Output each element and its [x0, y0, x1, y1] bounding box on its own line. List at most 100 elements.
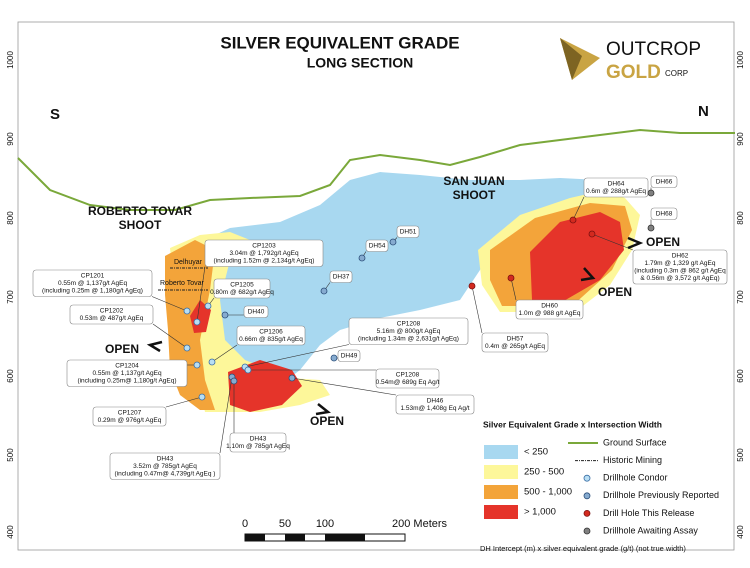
legend-swatch [484, 485, 518, 499]
callout-text: DH60 [541, 302, 558, 309]
callout-text: DH43 [157, 455, 174, 462]
scale-seg [285, 534, 305, 541]
callout-text: (including 0.47m@ 4,739g/t AgEq ) [115, 470, 216, 477]
open-label: OPEN [310, 414, 344, 428]
drillhole [208, 358, 216, 366]
elevation-label: 700 [6, 290, 15, 304]
callout: DH40 [221, 305, 269, 319]
callout-box [32, 269, 153, 297]
legend-label: Drillhole Condor [603, 473, 668, 483]
callout-text: CP1208 [397, 320, 421, 327]
shoot-label: SHOOT [119, 218, 162, 232]
legend-label: > 1,000 [524, 507, 556, 518]
scale-label: 50 [279, 518, 291, 530]
legend-label: Historic Mining [603, 455, 662, 465]
shoot-label: SHOOT [453, 188, 496, 202]
callout-box [348, 317, 469, 345]
legend-title: Silver Equivalent Grade x Intersection W… [483, 419, 662, 429]
callout-text: (including 0.25m@ 1,180g/t AgEq) [77, 377, 176, 384]
callout-box [632, 249, 728, 285]
callout: DH68 [647, 207, 678, 232]
ground-surface [17, 128, 735, 211]
logo-name: OUTCROP [606, 39, 701, 60]
callout-box [365, 239, 389, 252]
callout-box [329, 270, 353, 283]
callout-box [66, 359, 188, 387]
callout: DH66 [647, 175, 678, 197]
drillhole [193, 318, 201, 326]
callout-text: 0.54m@ 689g Eq Ag/t [376, 379, 440, 386]
leader-line [291, 377, 397, 396]
callout-box [396, 225, 420, 238]
callout-box [229, 432, 287, 453]
drillhole [389, 238, 397, 246]
leader-line [211, 344, 238, 363]
leader-line [152, 323, 188, 349]
callout-text: DH37 [333, 273, 350, 280]
leader-line [196, 266, 206, 323]
scale-label: 200 Meters [392, 518, 448, 530]
leader-line [572, 196, 585, 221]
drillhole [288, 374, 296, 382]
callout-text: CP1204 [115, 362, 139, 369]
open-arrow [315, 403, 331, 416]
shoot-label: ROBERTO TOVAR [88, 204, 192, 218]
legend-swatch [484, 445, 518, 459]
drillhole [244, 366, 252, 374]
callout-text: 5.16m @ 800g/t AgEq [377, 328, 441, 335]
elevation-label: 800 [736, 211, 745, 225]
drillhole [358, 254, 366, 262]
callout-text: 1.10m @ 785g/t AgEq [226, 443, 290, 450]
leader-line [165, 396, 203, 408]
open-arrow [146, 340, 163, 353]
open-arrow [580, 267, 596, 282]
elevation-label: 500 [736, 448, 745, 462]
elevation-label: 1000 [736, 51, 745, 69]
callout-box [650, 175, 678, 188]
zone-red-right [530, 212, 624, 302]
callout-text: DH62 [672, 252, 689, 259]
legend-items: < 250 250 - 500 500 - 1,000 > 1,000 Ground S… [484, 437, 719, 535]
callout-text: & 0.56m @ 3,572 g/t AgEq) [640, 275, 719, 282]
elevation-label: 900 [736, 132, 745, 146]
leader-line [151, 296, 188, 312]
callout-text: CP1207 [118, 409, 142, 416]
direction: N [698, 103, 709, 120]
mine-label: Roberto Tovar [160, 280, 205, 287]
leader-line [471, 285, 483, 334]
footnote: DH Intercept (m) x silver equivalent gra… [480, 544, 686, 553]
open-label: OPEN [598, 285, 632, 299]
legend-dot [583, 527, 591, 535]
callout-text: DH54 [369, 242, 386, 249]
callout-box [243, 305, 269, 318]
elevation-label: 800 [6, 211, 15, 225]
callout-box [92, 406, 167, 427]
callout-text: 0.55m @ 1,137g/t AgEq [58, 280, 128, 287]
callout-text: CP1201 [81, 272, 105, 279]
legend-label: Drill Hole This Release [603, 508, 694, 518]
callout-box [69, 304, 154, 325]
drillhole [330, 354, 338, 362]
callout-text: 1.79m @ 1,329 g/t AgEq [645, 260, 716, 267]
callout-box [395, 394, 475, 415]
callout-text: 0.53m @ 487g/t AgEq [80, 315, 144, 322]
mine-label: Delhuyar [174, 259, 203, 266]
scale-seg [245, 534, 265, 541]
leader-line [244, 344, 350, 368]
callout-text: DH66 [656, 178, 673, 185]
callout-text: DH46 [427, 397, 444, 404]
legend-swatch [484, 465, 518, 479]
callout: DH51 [389, 225, 420, 246]
direction: S [50, 106, 60, 123]
